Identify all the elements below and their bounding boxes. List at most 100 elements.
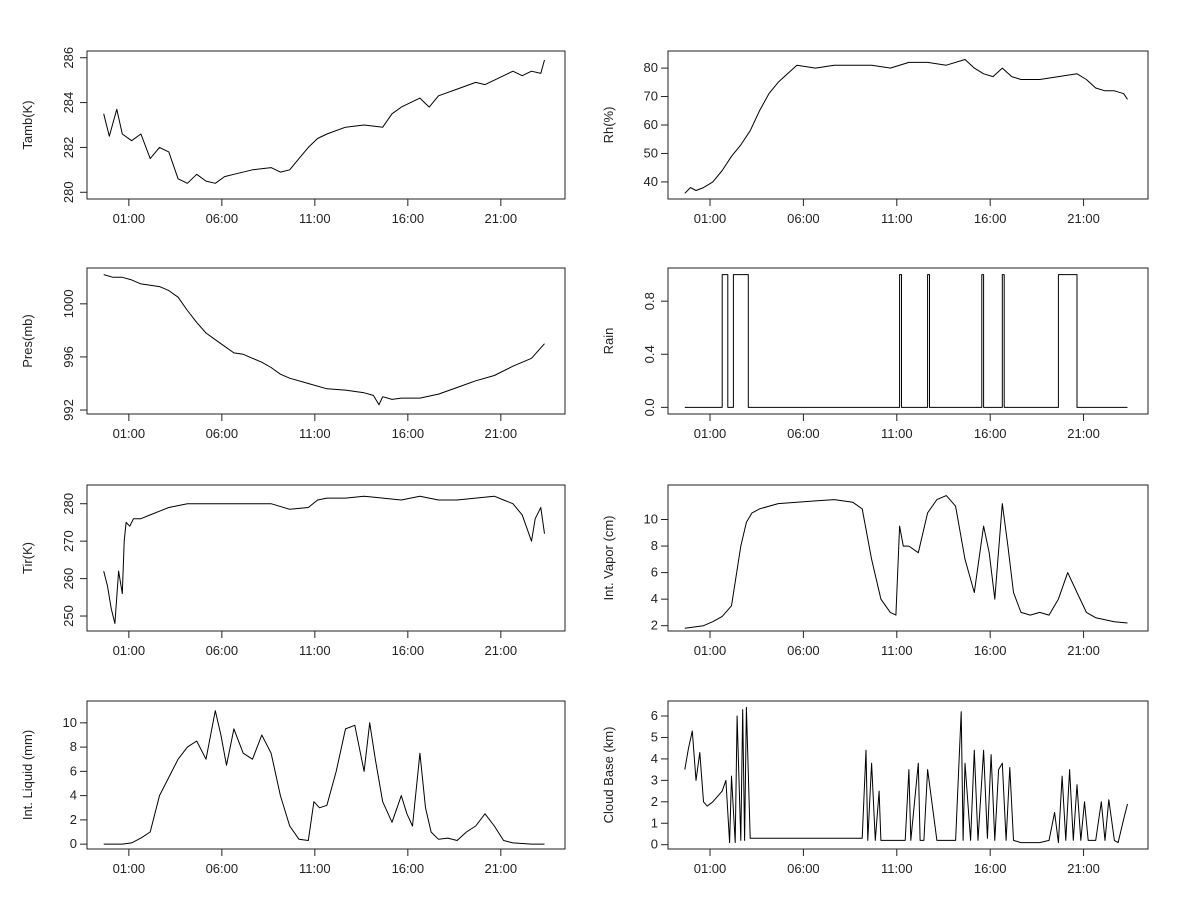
x-tick-label: 06:00 (787, 643, 820, 658)
x-tick-label: 01:00 (694, 643, 727, 658)
x-tick-label: 01:00 (694, 426, 727, 441)
plot-frame (667, 50, 1149, 200)
y-tick-label: 60 (644, 117, 658, 132)
y-tick-label: 50 (644, 145, 658, 160)
x-tick-label: 06:00 (206, 643, 239, 658)
y-tick-label: 992 (61, 399, 76, 421)
x-tick-label: 21:00 (1067, 426, 1100, 441)
y-axis-label: Rain (601, 328, 616, 355)
x-tick-label: 06:00 (787, 211, 820, 226)
y-tick-label: 0.4 (642, 345, 657, 363)
x-tick-label: 01:00 (694, 211, 727, 226)
x-tick-label: 16:00 (974, 861, 1007, 876)
x-tick-label: 21:00 (485, 643, 518, 658)
x-tick-label: 11:00 (299, 643, 331, 658)
x-tick-label: 21:00 (485, 211, 518, 226)
y-tick-label: 8 (651, 538, 658, 553)
y-tick-label: 5 (651, 729, 658, 744)
series-line (684, 706, 1128, 844)
y-tick-label: 4 (70, 788, 77, 803)
x-tick-label: 11:00 (881, 861, 913, 876)
y-tick-label: 80 (644, 60, 658, 75)
y-axis-label: Pres(mb) (20, 314, 35, 367)
plot-frame (86, 700, 566, 850)
series-line (684, 59, 1128, 194)
chart-panel-4: 01:00 06:00 11:00 16:00 21:00 0.0 0.4 0.8 Rain (601, 267, 1149, 441)
series-line (684, 274, 1128, 408)
y-tick-label: 280 (61, 493, 76, 515)
y-tick-label: 1 (651, 815, 658, 830)
plot-frame (86, 267, 566, 415)
x-tick-label: 11:00 (299, 861, 331, 876)
chart-panel-5: 01:00 06:00 11:00 16:00 21:00 250 260 270 280 Tir… (20, 484, 566, 658)
y-tick-label: 0 (651, 837, 658, 852)
plot-frame (667, 267, 1149, 415)
y-tick-label: 4 (651, 591, 658, 606)
chart-panel-8: 01:00 06:00 11:00 16:00 21:00 0 1 2 3 4 5 6 Cloud Ba… (601, 700, 1149, 876)
x-tick-label: 06:00 (787, 861, 820, 876)
y-tick-label: 280 (61, 181, 76, 203)
y-tick-label: 10 (644, 512, 658, 527)
y-tick-label: 286 (61, 47, 76, 69)
y-axis-label: Tamb(K) (20, 100, 35, 149)
chart-panel-7: 01:00 06:00 11:00 16:00 21:00 0 2 4 6 8 10 Int. Liq… (20, 700, 566, 876)
y-axis-label: Cloud Base (km) (601, 727, 616, 824)
x-tick-label: 16:00 (392, 643, 425, 658)
y-tick-label: 6 (651, 708, 658, 723)
x-tick-label: 11:00 (881, 426, 913, 441)
x-tick-label: 21:00 (1067, 211, 1100, 226)
x-tick-label: 06:00 (206, 211, 239, 226)
y-tick-label: 282 (61, 137, 76, 159)
y-tick-label: 2 (651, 618, 658, 633)
x-tick-label: 01:00 (113, 643, 146, 658)
y-axis-label: Rh(%) (601, 107, 616, 144)
plot-frame (667, 484, 1149, 632)
y-tick-label: 6 (651, 565, 658, 580)
x-tick-label: 16:00 (974, 643, 1007, 658)
y-axis-label: Int. Liquid (mm) (20, 730, 35, 820)
y-tick-label: 0 (70, 836, 77, 851)
y-tick-label: 8 (70, 739, 77, 754)
y-tick-label: 10 (63, 715, 77, 730)
y-tick-label: 1000 (61, 289, 76, 318)
plot-frame (86, 484, 566, 632)
x-tick-label: 01:00 (113, 426, 146, 441)
x-tick-label: 16:00 (392, 211, 425, 226)
chart-panel-6: 01:00 06:00 11:00 16:00 21:00 2 4 6 8 10 Int. Vapo… (601, 484, 1149, 658)
y-tick-label: 4 (651, 751, 658, 766)
chart-panel-2: 01:00 06:00 11:00 16:00 21:00 40 50 60 70 80 Rh(%) (601, 50, 1149, 226)
y-axis-label: Int. Vapor (cm) (601, 515, 616, 600)
y-tick-label: 996 (61, 346, 76, 368)
series-line (103, 710, 545, 845)
y-tick-label: 2 (651, 794, 658, 809)
series-line (103, 495, 545, 624)
chart-panel-1: 01:00 06:00 11:00 16:00 21:00 280 282 284 286 Tam… (20, 47, 566, 226)
x-tick-label: 16:00 (392, 861, 425, 876)
x-tick-label: 21:00 (485, 426, 518, 441)
y-tick-label: 3 (651, 772, 658, 787)
x-tick-label: 01:00 (113, 861, 146, 876)
plot-frame (667, 700, 1149, 850)
y-tick-label: 6 (70, 763, 77, 778)
x-tick-label: 16:00 (392, 426, 425, 441)
y-tick-label: 0.0 (642, 398, 657, 416)
x-tick-label: 16:00 (974, 211, 1007, 226)
x-tick-label: 21:00 (1067, 643, 1100, 658)
x-tick-label: 11:00 (881, 643, 913, 658)
y-tick-label: 70 (644, 89, 658, 104)
x-tick-label: 21:00 (1067, 861, 1100, 876)
y-tick-label: 2 (70, 812, 77, 827)
y-tick-label: 40 (644, 174, 658, 189)
chart-panel-3: 01:00 06:00 11:00 16:00 21:00 992 996 1000 Pres(… (20, 267, 566, 441)
x-tick-label: 01:00 (694, 861, 727, 876)
x-tick-label: 11:00 (881, 211, 913, 226)
x-tick-label: 06:00 (206, 861, 239, 876)
x-tick-label: 11:00 (299, 426, 331, 441)
x-tick-label: 21:00 (485, 861, 518, 876)
series-line (103, 274, 545, 406)
y-tick-label: 260 (61, 568, 76, 590)
y-axis-label: Tir(K) (20, 542, 35, 574)
y-tick-label: 270 (61, 530, 76, 552)
x-tick-label: 01:00 (113, 211, 146, 226)
